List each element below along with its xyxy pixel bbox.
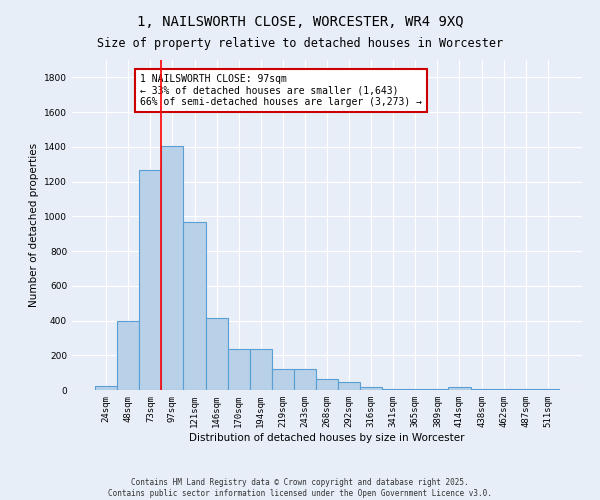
Text: 1 NAILSWORTH CLOSE: 97sqm
← 33% of detached houses are smaller (1,643)
66% of se: 1 NAILSWORTH CLOSE: 97sqm ← 33% of detac… xyxy=(140,74,422,107)
Bar xyxy=(382,389,404,390)
Bar xyxy=(427,389,448,390)
Bar xyxy=(294,369,316,390)
Bar xyxy=(227,349,250,390)
Bar xyxy=(250,349,272,390)
Bar xyxy=(404,389,427,390)
Bar xyxy=(206,318,227,390)
Bar xyxy=(470,389,493,390)
Bar xyxy=(184,222,206,390)
Y-axis label: Number of detached properties: Number of detached properties xyxy=(29,143,38,307)
X-axis label: Distribution of detached houses by size in Worcester: Distribution of detached houses by size … xyxy=(189,432,465,442)
Bar xyxy=(537,389,559,390)
Text: Contains HM Land Registry data © Crown copyright and database right 2025.
Contai: Contains HM Land Registry data © Crown c… xyxy=(108,478,492,498)
Bar xyxy=(139,170,161,390)
Bar xyxy=(117,320,139,390)
Text: 1, NAILSWORTH CLOSE, WORCESTER, WR4 9XQ: 1, NAILSWORTH CLOSE, WORCESTER, WR4 9XQ xyxy=(137,15,463,29)
Bar xyxy=(95,386,117,390)
Bar xyxy=(448,388,470,390)
Bar xyxy=(493,389,515,390)
Bar xyxy=(316,378,338,390)
Bar xyxy=(161,146,184,390)
Bar xyxy=(515,389,537,390)
Bar xyxy=(338,382,360,390)
Text: Size of property relative to detached houses in Worcester: Size of property relative to detached ho… xyxy=(97,38,503,51)
Bar xyxy=(272,369,294,390)
Bar xyxy=(360,387,382,390)
